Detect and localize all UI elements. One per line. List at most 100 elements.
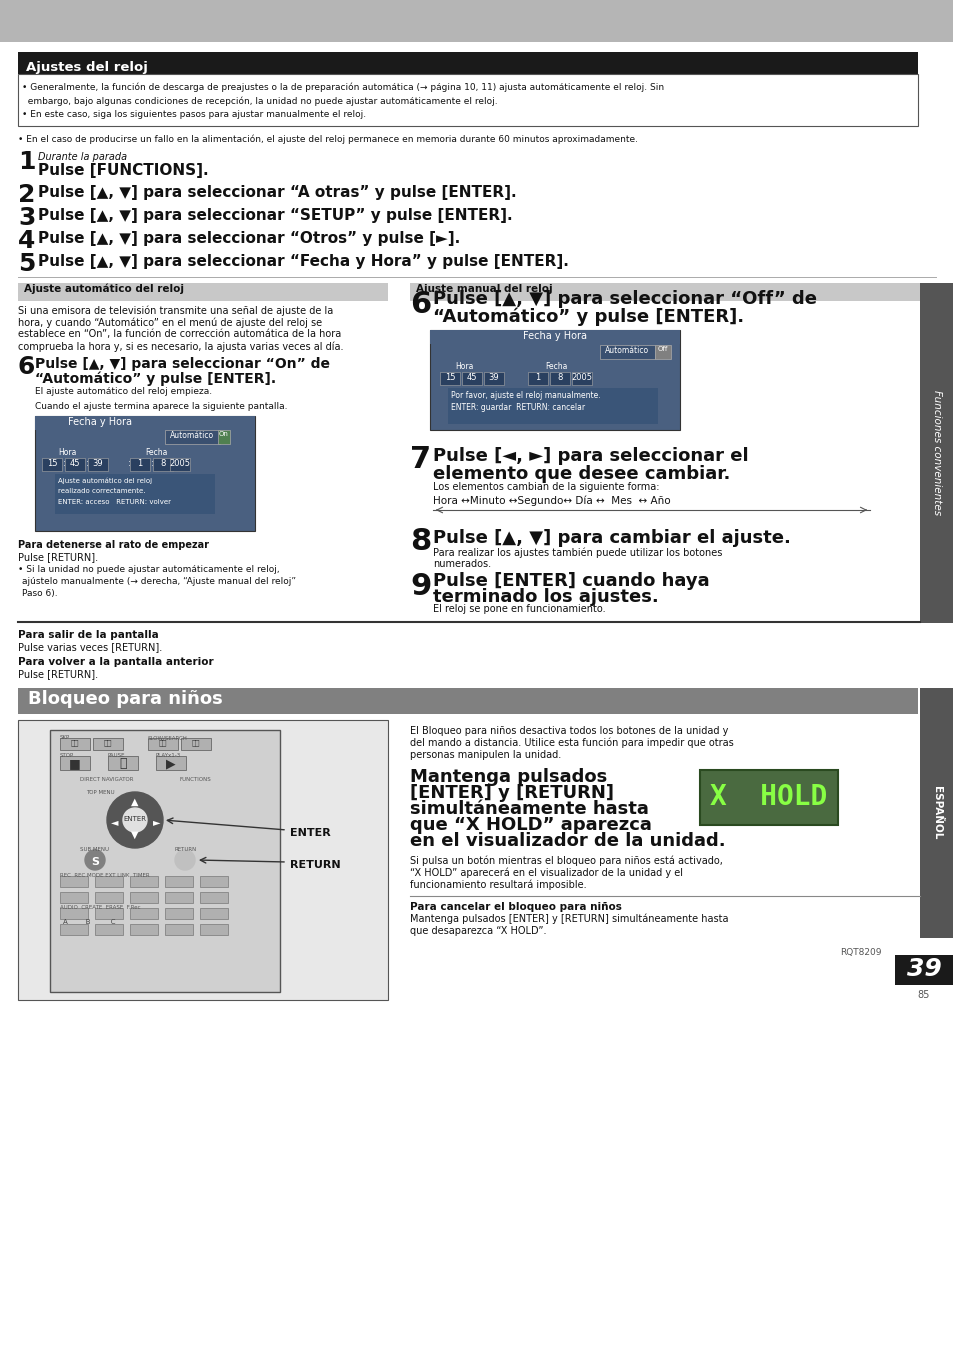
Text: Fecha: Fecha [145,449,167,457]
Text: On: On [219,431,229,436]
Text: elemento que desee cambiar.: elemento que desee cambiar. [433,465,730,484]
Bar [165,924,193,935]
Circle shape [107,792,163,848]
Text: RETURN: RETURN [290,861,340,870]
Text: Off: Off [658,346,667,353]
Text: • En este caso, siga los siguientes pasos para ajustar manualmente el reloj.: • En este caso, siga los siguientes paso… [22,109,366,119]
Bar [550,372,569,385]
Text: AUDIO  CREATE  ERASE  F.Rec: AUDIO CREATE ERASE F.Rec [60,905,140,911]
Text: ENTER: ENTER [123,816,147,821]
Text: X  HOLD: X HOLD [710,784,827,811]
Text: Pulse [▲, ▼] para seleccionar “Fecha y Hora” y pulse [ENTER].: Pulse [▲, ▼] para seleccionar “Fecha y H… [38,254,568,269]
Text: “Automático” y pulse [ENTER].: “Automático” y pulse [ENTER]. [35,372,275,386]
Text: embargo, bajo algunas condiciones de recepción, la unidad no puede ajustar autom: embargo, bajo algunas condiciones de rec… [22,96,497,105]
Text: ▼: ▼ [132,830,138,840]
Text: 8: 8 [410,527,431,557]
Text: 7: 7 [410,444,431,474]
Bar [156,757,186,770]
Text: 6: 6 [18,355,35,380]
Text: Pulse [▲, ▼] para seleccionar “A otras” y pulse [ENTER].: Pulse [▲, ▼] para seleccionar “A otras” … [38,185,517,200]
Text: ■: ■ [69,757,81,770]
Text: 45: 45 [70,459,80,467]
Text: ⏭⏭: ⏭⏭ [104,739,112,746]
Bar [700,770,837,825]
Text: Los elementos cambian de la siguiente forma:: Los elementos cambian de la siguiente fo… [433,482,659,492]
Text: Cuando el ajuste termina aparece la siguiente pantalla.: Cuando el ajuste termina aparece la sigu… [35,403,287,411]
Text: TOP MENU: TOP MENU [86,790,114,794]
Bar [148,738,178,750]
Text: Para cancelar el bloqueo para niños: Para cancelar el bloqueo para niños [410,902,621,912]
Text: ENTER: guardar  RETURN: cancelar: ENTER: guardar RETURN: cancelar [451,403,584,412]
Text: 39: 39 [92,459,103,467]
Bar [527,372,547,385]
Text: 1: 1 [535,373,540,382]
Text: 2: 2 [18,182,35,207]
Bar [18,282,388,301]
Text: S: S [91,857,99,867]
Text: DIRECT NAVIGATOR: DIRECT NAVIGATOR [80,777,133,782]
Text: Pulse [RETURN].: Pulse [RETURN]. [18,669,98,680]
Text: 45: 45 [466,373,476,382]
Bar [88,458,108,471]
Bar [130,924,158,935]
Text: ENTER: ENTER [290,828,331,838]
Text: que “X HOLD” aparezca: que “X HOLD” aparezca [410,816,651,834]
Text: 15: 15 [47,459,57,467]
Bar [165,892,193,902]
Text: ESPAÑOL: ESPAÑOL [931,786,941,840]
Bar [599,345,655,359]
Bar [200,908,228,919]
Bar [130,892,158,902]
Text: Mantenga pulsados [ENTER] y [RETURN] simultáneamente hasta: Mantenga pulsados [ENTER] y [RETURN] sim… [410,915,728,924]
Text: SKP: SKP [60,735,71,740]
Bar [18,74,917,126]
Text: • En el caso de producirse un fallo en la alimentación, el ajuste del reloj perm: • En el caso de producirse un fallo en l… [18,134,638,143]
Text: 3: 3 [18,205,35,230]
Text: Ajuste automático del reloj: Ajuste automático del reloj [24,284,184,295]
Bar [80,780,160,794]
Text: que desaparezca “X HOLD”.: que desaparezca “X HOLD”. [410,925,546,936]
Bar [439,372,459,385]
Text: SUB MENU: SUB MENU [80,847,109,852]
Text: Ajuste manual del reloj: Ajuste manual del reloj [416,284,552,295]
Text: Ajustes del reloj: Ajustes del reloj [26,61,148,73]
Text: SLOW/SEARCH: SLOW/SEARCH [148,735,188,740]
Text: ▲: ▲ [132,797,138,807]
Text: Pulse [▲, ▼] para cambiar el ajuste.: Pulse [▲, ▼] para cambiar el ajuste. [433,530,790,547]
Circle shape [174,850,194,870]
Bar [170,458,190,471]
Bar [181,738,211,750]
Bar [60,908,88,919]
Text: 39: 39 [488,373,498,382]
Text: ENTER: acceso   RETURN: volver: ENTER: acceso RETURN: volver [58,499,171,505]
Text: Pulse [▲, ▼] para seleccionar “Otros” y pulse [►].: Pulse [▲, ▼] para seleccionar “Otros” y … [38,231,459,246]
Text: “Automático” y pulse [ENTER].: “Automático” y pulse [ENTER]. [433,308,743,327]
Text: Pulse [▲, ▼] para seleccionar “Off” de: Pulse [▲, ▼] para seleccionar “Off” de [433,290,816,308]
Bar [50,730,280,992]
Text: [ENTER] y [RETURN]: [ENTER] y [RETURN] [410,784,614,802]
Bar [95,892,123,902]
Bar [448,388,658,424]
Bar [108,757,138,770]
Text: Fecha y Hora: Fecha y Hora [522,331,586,340]
Bar [35,416,254,531]
Text: simultáneamente hasta: simultáneamente hasta [410,800,648,817]
Text: ⏸: ⏸ [119,757,127,770]
Bar [200,924,228,935]
Bar [483,372,503,385]
Bar [95,908,123,919]
Text: Si pulsa un botón mientras el bloqueo para niños está activado,: Si pulsa un botón mientras el bloqueo pa… [410,857,722,866]
Text: ajústelo manualmente (→ derecha, “Ajuste manual del reloj”: ajústelo manualmente (→ derecha, “Ajuste… [22,577,295,586]
Text: 39: 39 [905,957,941,981]
Bar [572,372,592,385]
Text: STOP: STOP [60,753,74,758]
Bar [0,0,953,42]
Bar [95,875,123,888]
Text: 6: 6 [410,290,431,319]
Text: El ajuste automático del reloj empieza.: El ajuste automático del reloj empieza. [35,386,212,396]
Bar [95,924,123,935]
Text: Hora: Hora [455,362,473,372]
Bar [18,688,917,713]
Text: Por favor, ajuste el reloj manualmente.: Por favor, ajuste el reloj manualmente. [451,390,600,400]
Text: ►: ► [153,817,161,827]
